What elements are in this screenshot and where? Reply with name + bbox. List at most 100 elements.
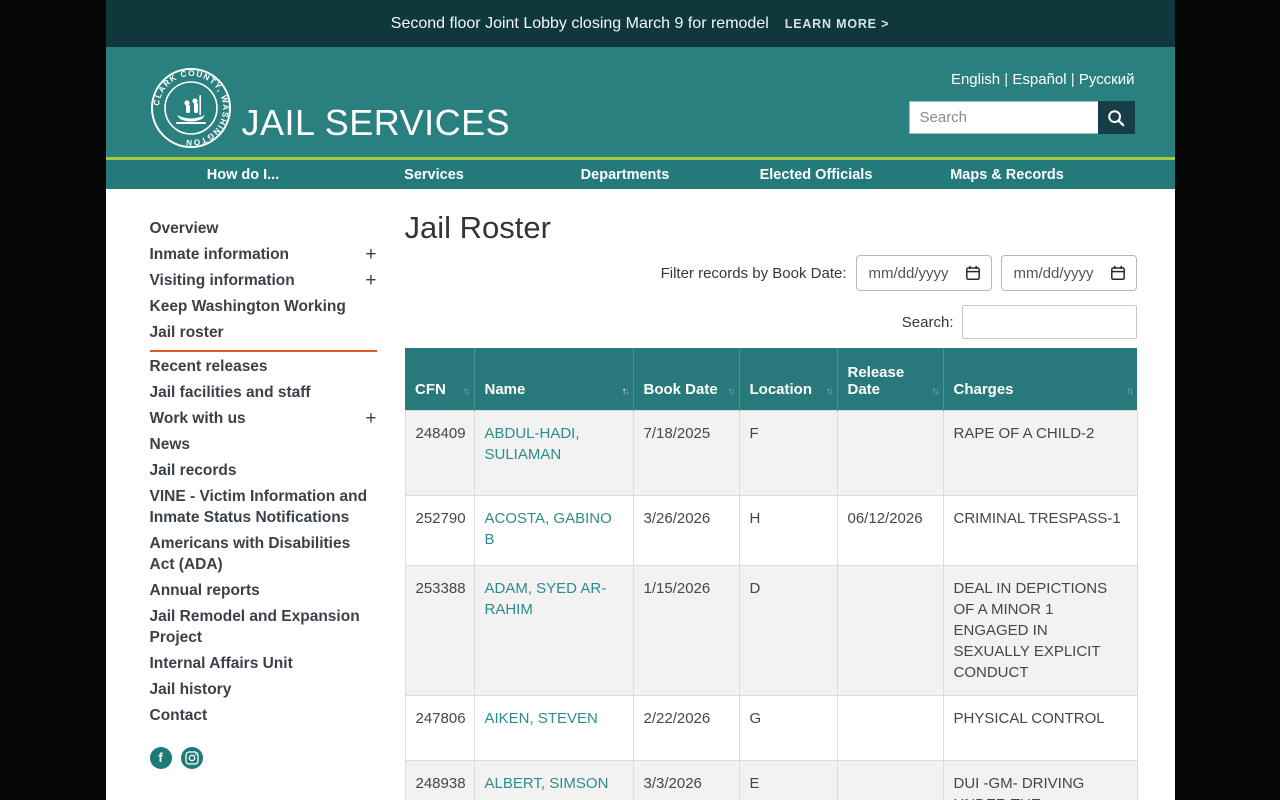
sidebar-item-label: Overview — [149, 219, 219, 237]
sort-icon[interactable]: ↑↓ — [728, 385, 736, 397]
cell-charges: RAPE OF A CHILD-2 — [942, 409, 1138, 496]
sidebar-item-label: Americans with Disabilities Act (ADA) — [149, 535, 351, 573]
facebook-link[interactable]: f — [149, 746, 172, 769]
sidebar-item-annual-reports[interactable]: Annual reports — [150, 578, 377, 604]
site-logo[interactable]: CLARK COUNTY, WASHINGTON JAIL SERVICES — [150, 47, 511, 157]
cell-location: G — [738, 694, 838, 761]
cell-book-date: 3/3/2026 — [632, 759, 740, 800]
book-date-to-input[interactable]: mm/dd/yyyy — [1000, 255, 1137, 291]
cell-charges: CRIMINAL TRESPASS-1 — [942, 494, 1138, 566]
cell-release-date — [836, 759, 944, 800]
cell-location: H — [738, 494, 838, 566]
sort-icon[interactable]: ↑↓ — [931, 385, 940, 397]
sidebar-item-label: Recent releases — [149, 358, 268, 375]
nav-item-departments[interactable]: Departments — [580, 166, 670, 183]
column-header-name[interactable]: Name ↑↓ — [474, 348, 634, 410]
table-search-label: Search: — [901, 313, 954, 331]
sidebar-item-jail-facilities-and-staff[interactable]: Jail facilities and staff — [150, 380, 377, 406]
expand-plus-icon[interactable]: + — [365, 243, 377, 265]
cell-book-date: 2/22/2026 — [632, 694, 740, 761]
sidebar-item-label: Keep Washington Working — [149, 297, 346, 315]
sidebar-item-visiting-information[interactable]: Visiting information + — [150, 267, 377, 293]
site-header: CLARK COUNTY, WASHINGTON JAIL SERVICES — [105, 47, 1175, 157]
inmate-name-link[interactable]: ADAM, SYED AR-RAHIM — [484, 579, 607, 618]
sidebar-item-label: Contact — [149, 707, 208, 724]
nav-item-services[interactable]: Services — [404, 166, 464, 183]
sidebar-item-jail-remodel-and-expansion-project[interactable]: Jail Remodel and Expansion Project — [150, 604, 377, 651]
column-header-cfn[interactable]: CFN ↑↓ — [405, 348, 475, 410]
sort-desc-arrow: ↓ — [1129, 385, 1134, 397]
cell-book-date: 7/18/2025 — [632, 409, 740, 496]
sidebar-item-jail-roster[interactable]: Jail roster — [149, 319, 377, 352]
book-date-from-input[interactable]: mm/dd/yyyy — [855, 255, 992, 291]
sidebar-item-inmate-information[interactable]: Inmate information + — [150, 241, 377, 267]
nav-item-elected-officials[interactable]: Elected Officials — [759, 166, 873, 183]
social-links: f — [149, 746, 377, 769]
cell-cfn: 248938 — [404, 759, 475, 800]
column-header-label: CFN — [415, 380, 446, 398]
sort-asc-arrow: ↑ — [931, 385, 937, 397]
page-body: Overview Inmate information + Visiting info… — [105, 189, 1175, 800]
calendar-icon — [1110, 266, 1125, 280]
date-placeholder: mm/dd/yyyy — [1013, 264, 1094, 282]
sort-desc-arrow: ↓ — [730, 385, 736, 397]
sidebar-item-overview[interactable]: Overview — [150, 215, 377, 241]
sidebar-item-internal-affairs-unit[interactable]: Internal Affairs Unit — [150, 651, 377, 677]
column-header-charges[interactable]: Charges ↑↓ — [943, 348, 1137, 410]
site-title: JAIL SERVICES — [241, 102, 511, 143]
inmate-name-link[interactable]: AIKEN, STEVEN — [484, 709, 598, 727]
alert-banner: Second floor Joint Lobby closing March 9… — [105, 0, 1175, 47]
sort-icon[interactable]: ↑↓ — [826, 386, 834, 397]
header-search-input[interactable] — [908, 101, 1098, 134]
expand-plus-icon[interactable]: + — [365, 408, 377, 429]
column-header-label: Book Date — [643, 380, 718, 398]
language-link-espa-ol[interactable]: Español — [1012, 71, 1067, 88]
cell-book-date: 3/26/2026 — [632, 494, 740, 566]
sidebar-item-jail-history[interactable]: Jail history — [150, 677, 377, 703]
sidebar-item-work-with-us[interactable]: Work with us + — [150, 406, 377, 432]
sidebar-item-vine-victim-information-and-inmate-status-notifications[interactable]: VINE - Victim Information and Inmate Sta… — [150, 484, 377, 531]
sidebar-item-americans-with-disabilities-act-ada[interactable]: Americans with Disabilities Act (ADA) — [150, 531, 377, 578]
cell-charges: DUI -GM- DRIVING UNDER THE INFLUENCE — [942, 759, 1138, 800]
roster-table-header-row: CFN ↑↓ Name ↑↓ Book Date ↑↓ Location ↑↓ Release … — [405, 348, 1137, 410]
column-header-label: Name — [484, 380, 526, 398]
column-header-book-date[interactable]: Book Date ↑↓ — [633, 348, 740, 410]
sidebar-item-contact[interactable]: Contact — [150, 703, 377, 729]
sidebar-item-label: Jail Remodel and Expansion Project — [149, 608, 360, 646]
alert-learn-more-link[interactable]: LEARN MORE > — [784, 16, 890, 31]
column-header-release-date[interactable]: Release Date ↑↓ — [837, 348, 944, 410]
language-link-english[interactable]: English — [950, 71, 1001, 88]
table-row: 248409 ABDUL-HADI, SULIAMAN 7/18/2025 F RAPE… — [404, 409, 1138, 496]
cell-charges: PHYSICAL CONTROL — [942, 694, 1138, 761]
sidebar-item-news[interactable]: News — [150, 432, 377, 458]
language-link-[interactable]: Русский — [1078, 71, 1135, 88]
column-header-location[interactable]: Location ↑↓ — [739, 348, 838, 410]
nav-item-how-do-i[interactable]: How do I... — [206, 166, 280, 183]
sort-icon[interactable]: ↑↓ — [463, 386, 471, 397]
sort-desc-arrow: ↓ — [934, 385, 940, 397]
county-seal-icon: CLARK COUNTY, WASHINGTON — [150, 68, 231, 148]
nav-item-maps-records[interactable]: Maps & Records — [950, 166, 1064, 183]
sort-icon[interactable]: ↑↓ — [1126, 385, 1134, 397]
cell-release-date — [836, 564, 944, 696]
inmate-name-link[interactable]: ACOSTA, GABINO B — [484, 509, 612, 548]
instagram-icon — [184, 750, 199, 765]
page-title: Jail Roster — [404, 210, 551, 245]
sort-asc-arrow: ↑ — [1126, 385, 1131, 397]
table-search-input[interactable] — [961, 305, 1137, 339]
expand-plus-icon[interactable]: + — [365, 269, 377, 291]
sort-icon[interactable]: ↑↓ — [622, 386, 630, 397]
language-separator: | — [1000, 71, 1013, 88]
book-date-filter-label: Filter records by Book Date: — [660, 264, 847, 282]
cell-release-date — [836, 409, 944, 496]
sidebar-item-jail-records[interactable]: Jail records — [150, 458, 377, 484]
inmate-name-link[interactable]: ABDUL-HADI, SULIAMAN — [484, 424, 580, 463]
sidebar-item-keep-washington-working[interactable]: Keep Washington Working — [150, 293, 377, 319]
inmate-name-link[interactable]: ALBERT, SIMSON — [484, 774, 609, 792]
header-search-button[interactable] — [1097, 101, 1135, 134]
instagram-link[interactable] — [180, 746, 203, 769]
sidebar-item-recent-releases[interactable]: Recent releases — [150, 354, 377, 380]
accent-divider — [105, 157, 1175, 160]
table-search: Search: — [405, 305, 1137, 339]
